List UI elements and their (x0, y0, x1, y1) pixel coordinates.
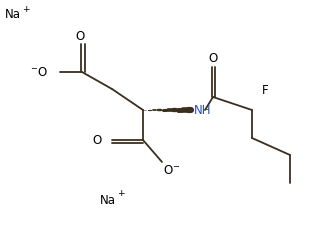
Text: Na: Na (5, 7, 21, 20)
Text: F: F (262, 84, 268, 96)
Text: NH: NH (194, 104, 212, 116)
Text: O: O (93, 133, 102, 146)
Text: +: + (117, 190, 124, 198)
Text: Na: Na (100, 193, 116, 207)
Text: O: O (209, 52, 217, 64)
Text: O: O (75, 30, 85, 44)
Text: $^{-}$O: $^{-}$O (30, 66, 48, 79)
Text: +: + (22, 5, 29, 13)
Text: O$^{-}$: O$^{-}$ (163, 163, 180, 177)
